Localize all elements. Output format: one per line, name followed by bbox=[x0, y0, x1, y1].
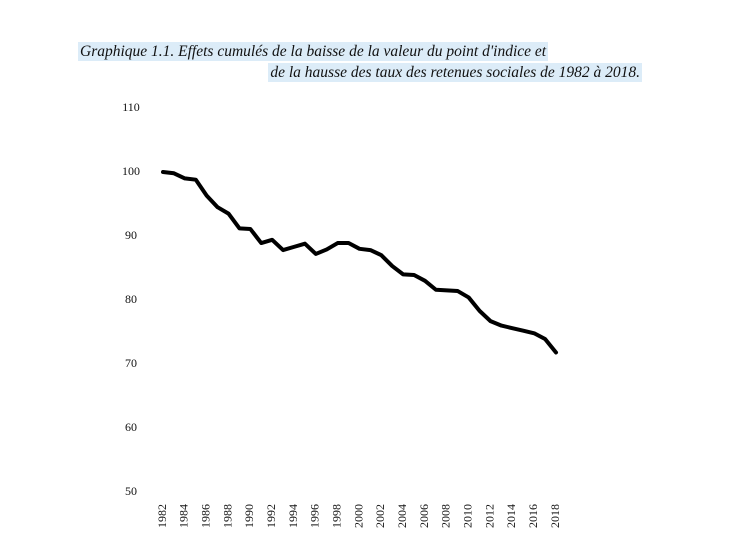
y-tick-label: 100 bbox=[122, 164, 140, 178]
x-tick-label: 2010 bbox=[460, 504, 474, 528]
y-tick-label: 80 bbox=[125, 292, 137, 306]
x-tick-label: 1990 bbox=[242, 504, 256, 528]
x-tick-label: 1988 bbox=[220, 504, 234, 528]
y-tick-label: 110 bbox=[122, 100, 140, 114]
x-tick-label: 1984 bbox=[177, 504, 191, 528]
data-line bbox=[161, 170, 558, 355]
x-tick-label: 1992 bbox=[264, 504, 278, 528]
x-tick-label: 2016 bbox=[526, 504, 540, 528]
x-tick-label: 2012 bbox=[482, 504, 496, 528]
x-tick-label: 1994 bbox=[286, 504, 300, 528]
x-tick-label: 2018 bbox=[548, 504, 562, 528]
y-tick-label: 60 bbox=[125, 420, 137, 434]
x-tick-label: 2006 bbox=[417, 504, 431, 528]
chart-title-line: Graphique 1.1. Effets cumulés de la bais… bbox=[78, 42, 549, 61]
x-tick-label: 2008 bbox=[439, 504, 453, 528]
x-tick-label: 1998 bbox=[329, 504, 343, 528]
x-tick-label: 2002 bbox=[373, 504, 387, 528]
x-tick-label: 2014 bbox=[504, 504, 518, 528]
chart-title-line: de la hausse des taux des retenues socia… bbox=[268, 63, 642, 82]
x-tick-label: 1982 bbox=[155, 504, 169, 528]
x-tick-label: 2000 bbox=[351, 504, 365, 528]
y-tick-label: 90 bbox=[125, 228, 137, 242]
x-tick-label: 1986 bbox=[198, 504, 212, 528]
y-tick-label: 70 bbox=[125, 356, 137, 370]
x-tick-label: 1996 bbox=[308, 504, 322, 528]
y-tick-label: 50 bbox=[125, 484, 137, 498]
x-tick-label: 2004 bbox=[395, 504, 409, 528]
